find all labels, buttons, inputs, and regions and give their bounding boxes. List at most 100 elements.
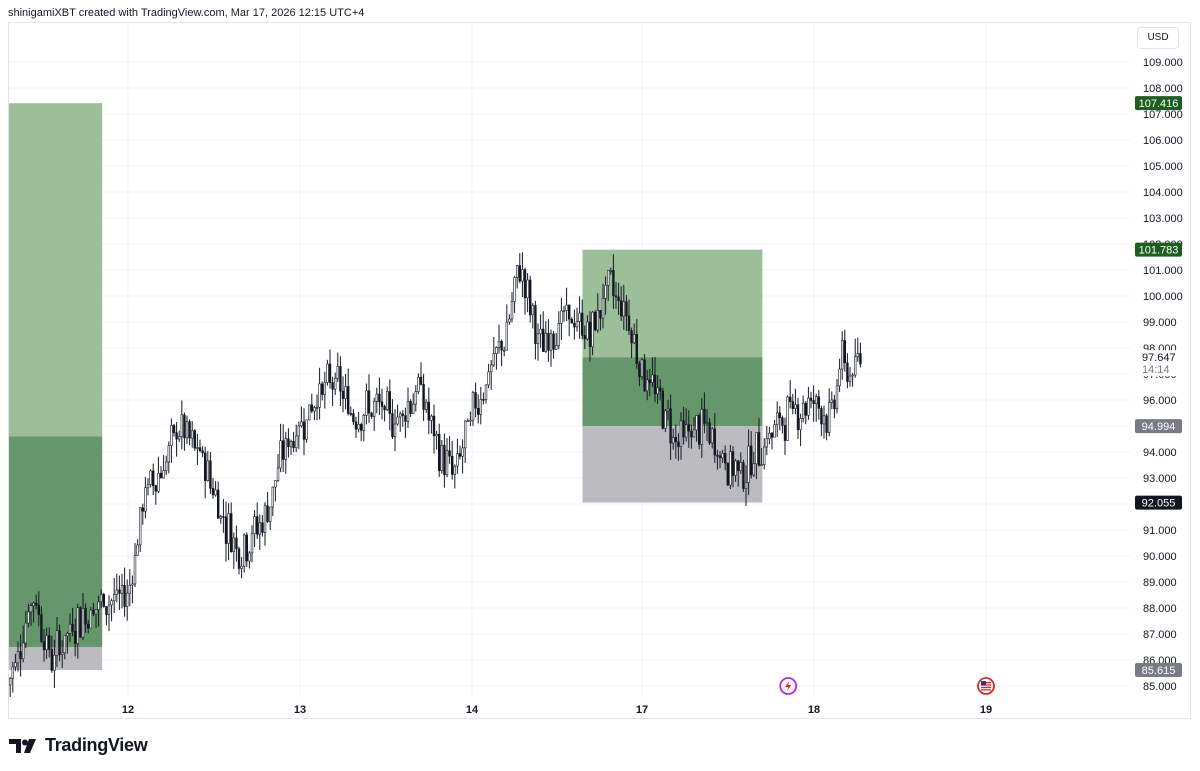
price-label-bg bbox=[1135, 495, 1182, 510]
candle-body bbox=[760, 464, 763, 466]
candle bbox=[713, 412, 717, 463]
candle-body bbox=[279, 440, 282, 469]
candle-body bbox=[586, 321, 589, 340]
candle bbox=[162, 455, 165, 479]
candle bbox=[801, 395, 805, 423]
candle-body bbox=[716, 454, 719, 457]
candle bbox=[778, 406, 782, 431]
candle-body bbox=[757, 432, 761, 466]
candle bbox=[320, 381, 324, 401]
candle bbox=[856, 337, 860, 362]
chart-frame[interactable] bbox=[8, 22, 1191, 719]
candle-body bbox=[765, 438, 769, 448]
candle bbox=[534, 300, 537, 360]
last-price-value: 97.647 bbox=[1142, 352, 1176, 364]
candle-body bbox=[617, 296, 620, 302]
candle bbox=[606, 269, 610, 301]
candle-body bbox=[687, 424, 691, 432]
candle bbox=[404, 407, 407, 438]
currency-label[interactable]: USD bbox=[1137, 27, 1179, 49]
candle-body bbox=[614, 295, 618, 298]
candle bbox=[851, 372, 854, 387]
candle-body bbox=[146, 484, 150, 489]
candle-body bbox=[105, 606, 108, 615]
candle-body bbox=[276, 467, 280, 481]
candle-body bbox=[554, 345, 558, 350]
time-axis[interactable]: 12 13 14 17 18 19 bbox=[122, 704, 992, 716]
candle bbox=[417, 373, 420, 395]
candle bbox=[24, 610, 27, 649]
candle-body bbox=[294, 435, 298, 448]
candle-body bbox=[375, 393, 378, 402]
candle-body bbox=[214, 489, 217, 496]
candle bbox=[830, 391, 834, 410]
candle-body bbox=[281, 440, 285, 460]
candle bbox=[705, 409, 709, 442]
candle-body bbox=[45, 635, 48, 651]
candle bbox=[40, 606, 43, 644]
candle-body bbox=[255, 516, 259, 535]
candle-body bbox=[547, 332, 550, 351]
candle bbox=[263, 502, 267, 546]
entry-zone[interactable] bbox=[582, 357, 763, 427]
profit-zone[interactable] bbox=[582, 249, 763, 358]
candle-body bbox=[154, 485, 157, 492]
candle bbox=[656, 375, 659, 405]
price-label: 85.615 bbox=[1135, 663, 1182, 678]
price-label-bg bbox=[1135, 96, 1182, 111]
candle bbox=[81, 593, 85, 640]
flash-event-icon[interactable] bbox=[779, 677, 798, 695]
candle bbox=[388, 379, 391, 431]
long-position-1[interactable] bbox=[9, 103, 103, 671]
candle-body bbox=[809, 397, 813, 401]
candle-body bbox=[141, 507, 144, 512]
candle bbox=[175, 422, 178, 457]
long-position-2[interactable] bbox=[582, 249, 763, 503]
candle-body bbox=[812, 400, 815, 405]
candle-body bbox=[482, 399, 485, 401]
candle-body bbox=[217, 489, 220, 519]
candle-body bbox=[406, 401, 410, 422]
candle-body bbox=[320, 383, 324, 395]
price-label-text: 85.615 bbox=[1142, 665, 1176, 677]
candle bbox=[16, 641, 20, 672]
candle bbox=[846, 353, 849, 389]
candle-body bbox=[128, 584, 131, 594]
candle bbox=[113, 578, 116, 614]
candle bbox=[120, 573, 124, 609]
plot-area[interactable] bbox=[7, 23, 1130, 701]
candle bbox=[232, 532, 235, 569]
candle bbox=[268, 506, 272, 530]
candle bbox=[450, 440, 454, 480]
candle bbox=[294, 424, 298, 453]
candle bbox=[274, 480, 277, 502]
candle-body bbox=[302, 421, 306, 440]
candle bbox=[521, 252, 524, 298]
candle-body bbox=[115, 589, 119, 595]
candle bbox=[76, 603, 80, 659]
candle bbox=[853, 338, 857, 378]
candle bbox=[391, 399, 394, 440]
candle bbox=[541, 311, 545, 352]
candle bbox=[583, 325, 587, 349]
candle-body bbox=[287, 438, 290, 448]
price-scale[interactable]: 109.000 108.000 107.000 106.000 105.000 104.0… bbox=[1135, 57, 1183, 693]
candle-body bbox=[227, 513, 230, 544]
candle-body bbox=[183, 414, 186, 439]
candle-body bbox=[666, 408, 670, 412]
candle bbox=[549, 329, 553, 367]
candle-body bbox=[248, 552, 251, 562]
candle-body bbox=[814, 396, 818, 405]
candle bbox=[357, 411, 360, 433]
candle bbox=[476, 394, 480, 424]
candle-body bbox=[393, 423, 397, 437]
price-label-text: 92.055 bbox=[1142, 498, 1176, 510]
entry-zone[interactable] bbox=[9, 436, 103, 647]
candle bbox=[248, 551, 251, 569]
tradingview-logo[interactable]: TradingView bbox=[9, 735, 148, 756]
profit-zone[interactable] bbox=[9, 103, 103, 437]
us-flag-event-icon[interactable] bbox=[977, 677, 995, 695]
candle-body bbox=[640, 359, 644, 378]
candle-body bbox=[292, 441, 295, 448]
